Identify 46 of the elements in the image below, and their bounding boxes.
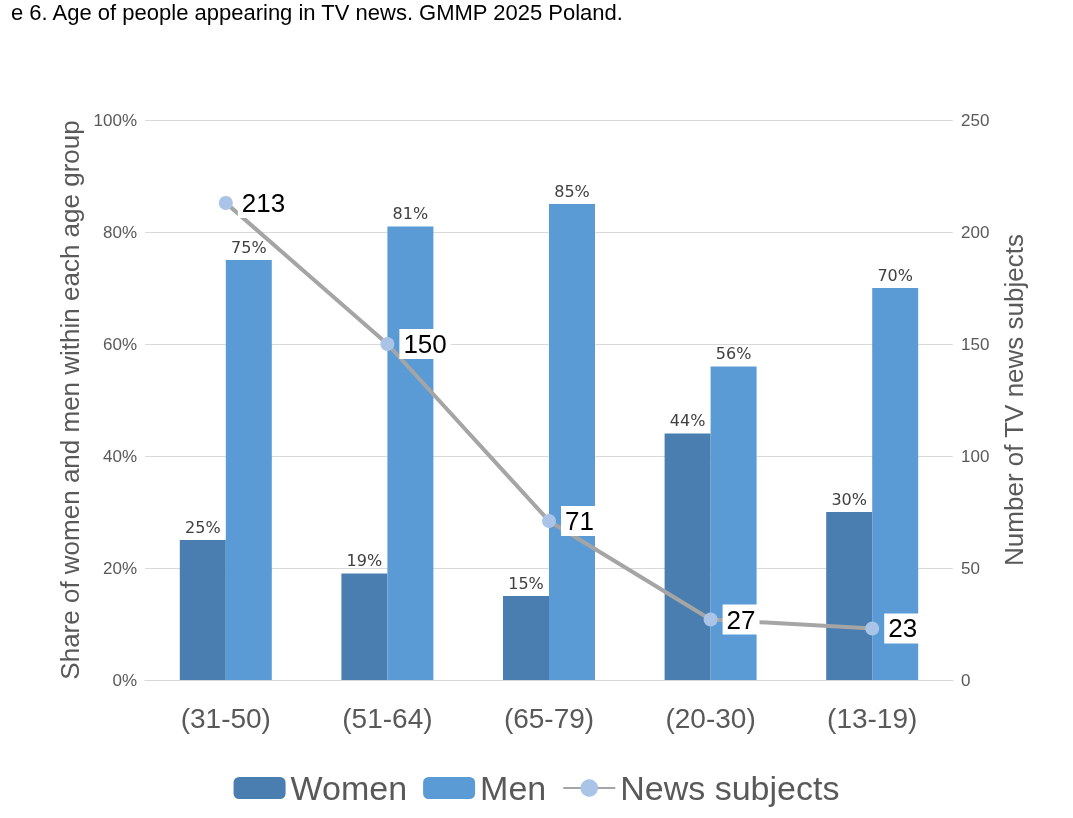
y2-tick-label: 250 [961, 110, 990, 130]
y-tick-label: 100% [93, 110, 137, 130]
y2-tick-label: 150 [961, 334, 990, 354]
chart-title: e 6. Age of people appearing in TV news. GMMP 2025 Poland. [11, 0, 623, 25]
data-label: 81% [392, 203, 429, 223]
x-tick-label: (51-64) [342, 702, 433, 734]
legend-label: Women [290, 769, 408, 807]
bar [872, 288, 919, 680]
data-label: 25% [185, 517, 221, 537]
bar [664, 433, 711, 680]
bar [549, 204, 595, 680]
data-label: 85% [554, 181, 590, 201]
data-label: 23 [888, 613, 918, 644]
y-tick-label: 60% [102, 334, 137, 354]
x-tick-label: (13-19) [827, 702, 918, 734]
y-tick-label: 40% [102, 446, 137, 466]
data-label: 71 [565, 505, 594, 536]
data-label: 75% [231, 237, 267, 257]
y-tick-label: 80% [102, 222, 137, 242]
x-tick-label: (65-79) [503, 702, 595, 734]
data-label: 150 [403, 329, 447, 359]
data-label: 44% [669, 411, 706, 431]
y2-tick-label: 50 [961, 558, 980, 578]
data-label: 30% [831, 489, 867, 509]
bar [826, 512, 873, 680]
x-tick-label: (20-30) [665, 702, 756, 734]
y2-axis-title: Number of TV news subjects [999, 234, 1029, 566]
bar [503, 596, 549, 680]
bar [179, 540, 226, 680]
data-label: 70% [877, 265, 913, 285]
legend-label: Men [480, 769, 547, 807]
data-label: 19% [346, 551, 383, 571]
data-label: 15% [508, 573, 544, 593]
y2-tick-label: 200 [961, 222, 990, 242]
y2-tick-label: 0 [961, 670, 971, 690]
y-tick-label: 20% [102, 558, 137, 578]
y-axis-title: Share of women and men within each age group [54, 120, 85, 680]
legend-label: News subjects [620, 769, 840, 807]
data-label: 27 [726, 604, 756, 635]
x-tick-label: (31-50) [180, 702, 271, 734]
bar [225, 260, 272, 680]
bar [341, 573, 388, 680]
y2-tick-label: 100 [961, 446, 990, 466]
data-label: 56% [715, 343, 752, 363]
data-label: 213 [241, 187, 286, 218]
y-tick-label: 0% [112, 670, 137, 690]
